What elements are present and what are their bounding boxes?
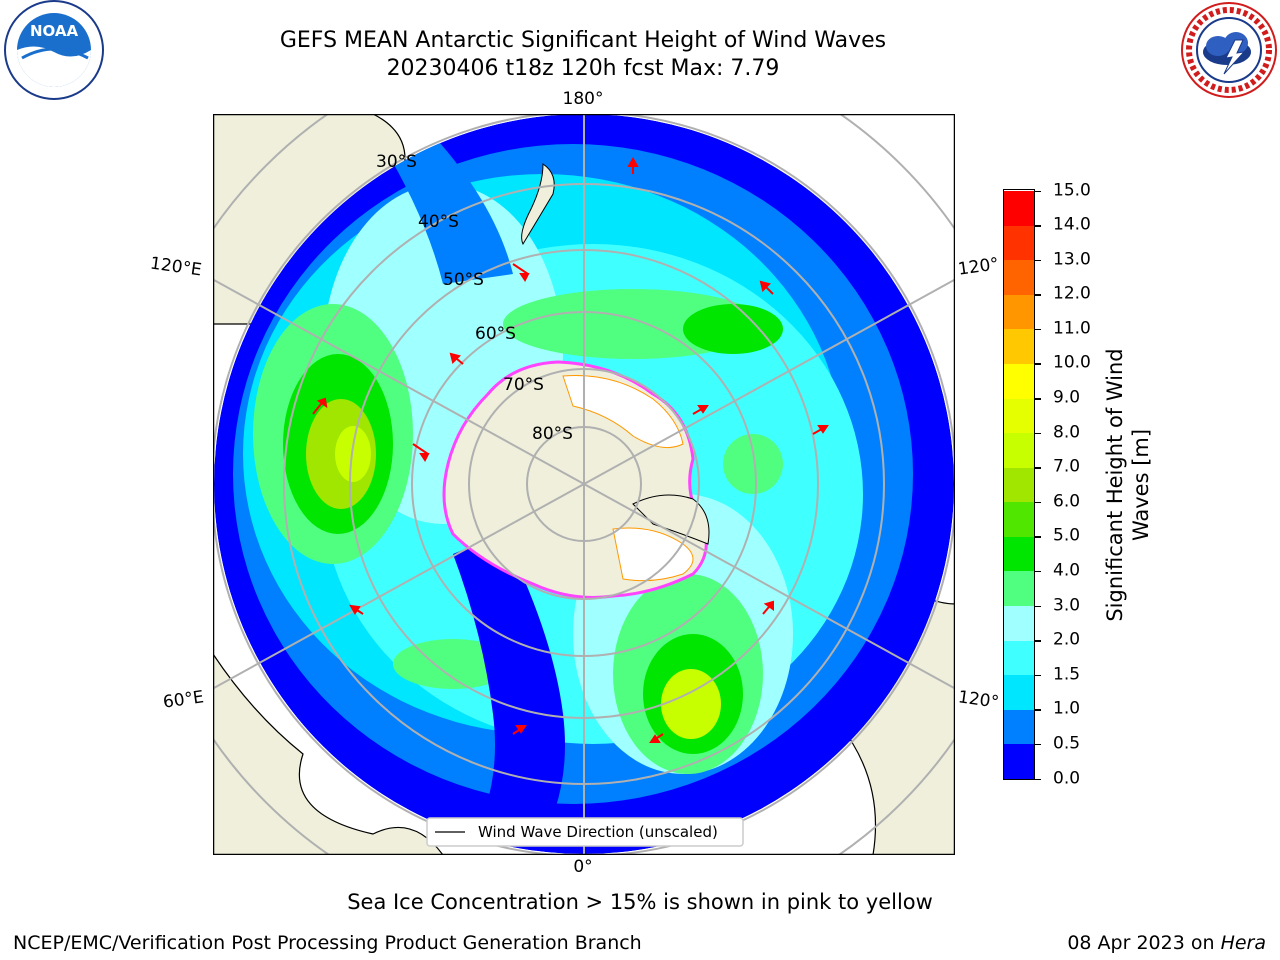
colorbar-segment (1004, 709, 1034, 745)
land-africa (213, 652, 444, 855)
lon-label-60e: 60°E (161, 687, 206, 713)
colorbar-tick-mark (1035, 467, 1041, 469)
land-new-zealand (521, 163, 555, 246)
colorbar-tick-label: 8.0 (1053, 422, 1081, 443)
colorbar-tick-label: 13.0 (1053, 249, 1091, 270)
colorbar-tick-mark (1035, 536, 1041, 538)
lat-label-80s: 80°S (532, 424, 573, 444)
colorbar-tick-label: 12.0 (1053, 283, 1091, 304)
lat-label-30s: 30°S (376, 152, 417, 172)
footer-credit: NCEP/EMC/Verification Post Processing Pr… (13, 932, 642, 954)
colorbar-segment (1004, 640, 1034, 676)
colorbar-segment (1004, 328, 1034, 364)
polar-map: Wind Wave Direction (unscaled) (213, 114, 955, 855)
colorbar-tick-mark (1035, 640, 1041, 642)
colorbar-tick-label: 14.0 (1053, 214, 1091, 235)
graticule (213, 114, 955, 855)
colorbar-segment (1004, 536, 1034, 572)
nws-logo (1181, 2, 1277, 98)
chart-title: GEFS MEAN Antarctic Significant Height o… (279, 28, 887, 53)
colorbar-tick-label: 1.0 (1053, 698, 1081, 719)
lat-label-50s: 50°S (443, 270, 484, 290)
colorbar-tick-label: 11.0 (1053, 318, 1091, 339)
colorbar-tick-label: 9.0 (1053, 387, 1081, 408)
colorbar-tick-mark (1035, 363, 1041, 365)
footer-date: 08 Apr 2023 on Hera (1067, 932, 1266, 954)
colorbar-segment (1004, 743, 1034, 779)
noaa-logo: NOAA (4, 0, 104, 100)
colorbar-tick-label: 5.0 (1053, 525, 1081, 546)
colorbar-tick-label: 2.0 (1053, 629, 1081, 650)
colorbar-segment (1004, 294, 1034, 330)
colorbar-tick-label: 1.5 (1053, 664, 1081, 685)
colorbar-segment (1004, 432, 1034, 468)
colorbar-tick-mark (1035, 570, 1041, 573)
colorbar-tick-label: 3.0 (1053, 595, 1081, 616)
antarctic-peninsula (632, 494, 710, 545)
colorbar-tick-label: 0.0 (1053, 768, 1081, 788)
lon-label-120e: 120°E (148, 253, 203, 281)
colorbar-tick-mark (1035, 328, 1041, 331)
colorbar-tick-mark (1035, 259, 1041, 262)
map-frame (213, 114, 955, 855)
colorbar-label-line1: Significant Height of Wind (1103, 348, 1127, 622)
colorbar-tick-mark (1035, 709, 1041, 711)
colorbar-segment (1004, 674, 1034, 710)
colorbar-tick-mark (1035, 501, 1041, 504)
colorbar-tick-mark (1035, 432, 1041, 435)
colorbar-tick-mark (1035, 778, 1041, 780)
colorbar-segment (1004, 363, 1034, 399)
noaa-logo-text: NOAA (30, 22, 79, 40)
colorbar-tick-label: 0.5 (1053, 733, 1081, 754)
lon-label-0: 0° (573, 857, 593, 877)
lon-label-120w: 120° (956, 254, 1001, 280)
lat-label-70s: 70°S (503, 375, 544, 395)
colorbar-tick-mark (1035, 294, 1041, 296)
colorbar-tick-mark (1035, 225, 1041, 227)
lon-label-180: 180° (562, 89, 604, 109)
wind-arrows (312, 156, 829, 743)
colorbar-tick-mark (1035, 398, 1041, 400)
chart-subtitle: 20230406 t18z 120h fcst Max: 7.79 (386, 56, 780, 81)
colorbar-tick-mark (1035, 190, 1041, 192)
colorbar-segment (1004, 225, 1034, 261)
legend-label: Wind Wave Direction (unscaled) (478, 823, 718, 841)
colorbar-segment (1004, 605, 1034, 641)
colorbar-tick-label: 7.0 (1053, 456, 1081, 477)
colorbar-segment (1004, 501, 1034, 537)
colorbar-segment (1004, 259, 1034, 295)
lon-label-60w: 120° (956, 687, 1001, 713)
colorbar-tick-mark (1035, 674, 1041, 677)
colorbar-tick-label: 6.0 (1053, 491, 1081, 512)
colorbar-label-line2: Waves [m] (1129, 428, 1153, 542)
colorbar-tick-label: 4.0 (1053, 560, 1081, 581)
sea-ice-note: Sea Ice Concentration > 15% is shown in … (347, 890, 933, 914)
colorbar-tick-mark (1035, 605, 1041, 608)
colorbar-segment (1004, 398, 1034, 434)
colorbar-tick-mark (1035, 743, 1041, 746)
colorbar-tick-label: 10.0 (1053, 352, 1091, 373)
colorbar-segment (1004, 467, 1034, 503)
colorbar-segment (1004, 570, 1034, 607)
ice-shelf-ross (562, 375, 684, 449)
footer-host: Hera (1220, 932, 1266, 954)
colorbar-segment (1004, 190, 1034, 226)
colorbar-tick-label: 15.0 (1053, 180, 1091, 200)
lat-label-60s: 60°S (475, 324, 516, 344)
lat-label-40s: 40°S (418, 212, 459, 232)
colorbar (1003, 189, 1035, 780)
footer-date-text: 08 Apr 2023 on (1067, 932, 1221, 954)
